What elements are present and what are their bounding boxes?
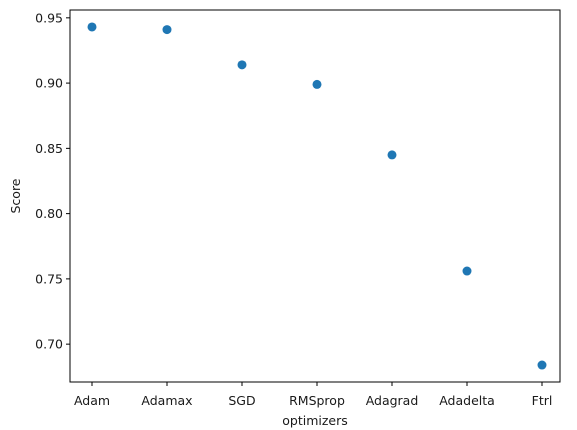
data-point bbox=[237, 60, 247, 70]
x-axis: Adam Adamax SGD RMSprop Adagrad Adadelta Ftrl bbox=[74, 382, 552, 408]
x-tick-label: SGD bbox=[228, 393, 255, 408]
data-points bbox=[87, 22, 547, 370]
data-point bbox=[312, 79, 322, 89]
x-tick-label: Adam bbox=[74, 393, 110, 408]
y-tick-label: 0.80 bbox=[35, 206, 63, 221]
data-point bbox=[462, 266, 472, 276]
data-point bbox=[162, 25, 172, 35]
y-tick-label: 0.90 bbox=[35, 76, 63, 91]
plot-frame bbox=[69, 9, 561, 383]
data-point bbox=[387, 150, 397, 160]
y-tick-label: 0.85 bbox=[35, 141, 63, 156]
x-tick-label: RMSprop bbox=[289, 393, 345, 408]
x-tick-label: Adadelta bbox=[439, 393, 495, 408]
y-tick-label: 0.95 bbox=[35, 10, 63, 25]
y-tick-label: 0.75 bbox=[35, 271, 63, 286]
x-tick-label: Ftrl bbox=[532, 393, 553, 408]
x-axis-label: optimizers bbox=[282, 413, 348, 428]
y-axis-label: Score bbox=[8, 178, 23, 213]
x-tick-label: Adamax bbox=[141, 393, 192, 408]
y-axis: 0.70 0.75 0.80 0.85 0.90 0.95 bbox=[35, 10, 70, 352]
x-tick-label: Adagrad bbox=[366, 393, 419, 408]
y-tick-label: 0.70 bbox=[35, 337, 63, 352]
data-point bbox=[537, 360, 547, 370]
data-point bbox=[87, 22, 97, 32]
